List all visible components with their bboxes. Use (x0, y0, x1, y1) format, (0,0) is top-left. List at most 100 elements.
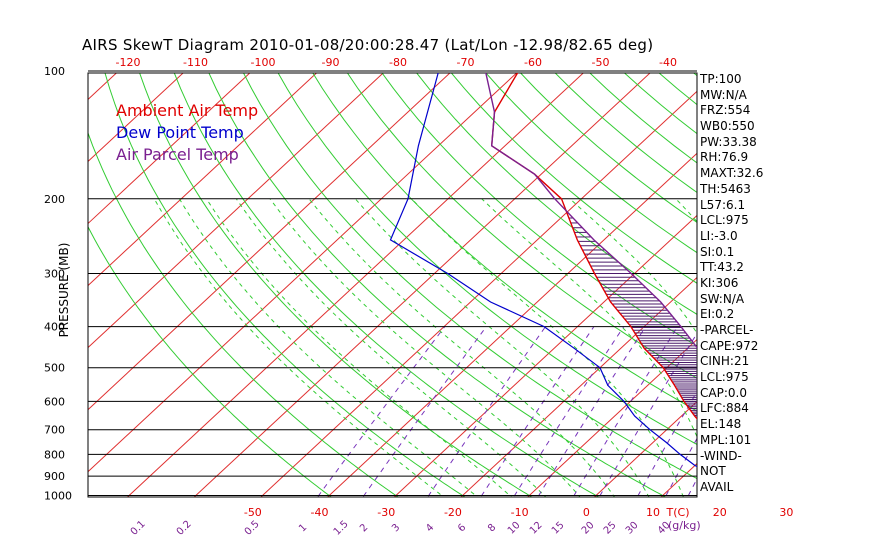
chart-title: AIRS SkewT Diagram 2010-01-08/20:00:28.4… (82, 36, 654, 54)
stat-value: 32.6 (736, 166, 764, 181)
temp-tick-label: 30 (779, 506, 793, 519)
stat-separator: : (721, 213, 726, 228)
stat-key: MPL (700, 432, 725, 447)
temp-tick-label: -10 (511, 506, 529, 519)
stat-separator: : (723, 385, 728, 400)
stat-key: SI (700, 244, 712, 259)
stat-row: EL:148 (700, 417, 763, 433)
dry-adiabat-line (104, 73, 466, 497)
isotherm-line (88, 73, 384, 349)
mixing-ratio-tick-label: 25 (602, 520, 619, 537)
moist-adiabat-line (782, 199, 821, 505)
isotherm-line (460, 276, 697, 497)
top-temp-tick-label: -50 (592, 56, 610, 69)
stat-key: LI (700, 228, 711, 243)
legend-ambient-air-temp: Ambient Air Temp (116, 101, 259, 120)
stat-row: -PARCEL- (700, 323, 763, 339)
stat-value: 306 (715, 275, 739, 290)
isotherm-line (593, 400, 697, 497)
stat-row: WB0:550 (700, 119, 763, 135)
mixing-ratio-tick-label: 0.2 (175, 519, 194, 538)
stat-separator: : (711, 307, 716, 322)
mixing-ratio-tick-label: 6 (456, 522, 468, 534)
dry-adiabat-line (139, 73, 533, 497)
stat-separator: : (729, 354, 734, 369)
mixing-ratio-line (781, 327, 867, 505)
dry-adiabat-line (312, 73, 697, 412)
mixing-ratio-line (664, 437, 697, 497)
dry-adiabat-line (485, 73, 697, 254)
pressure-tick-label: 900 (44, 470, 65, 483)
stat-key: EL (700, 417, 715, 432)
mixing-ratio-tick-label: 12 (528, 520, 545, 537)
stat-key: RH (700, 150, 718, 165)
dry-adiabat-line (277, 73, 697, 445)
air-parcel-temp-line (485, 73, 697, 349)
mixing-ratio-tick-label: 3 (390, 522, 402, 534)
plot-frame (87, 72, 698, 498)
isotherm-line (260, 90, 697, 497)
temp-tick-label: -50 (244, 506, 262, 519)
stat-separator: : (714, 417, 719, 432)
stat-row: LCL:975 (700, 213, 763, 229)
mixing-ratio-line (572, 326, 679, 497)
isotherm-line (88, 73, 318, 287)
stat-row: CAP:0.0 (700, 386, 763, 402)
mixing-ratio-line (537, 326, 647, 497)
top-temp-tick-label: -70 (457, 56, 475, 69)
isotherm-line (393, 214, 697, 497)
mixing-ratio-tick-label: 15 (550, 520, 567, 537)
pressure-tick-label: 700 (44, 424, 65, 437)
mixing-ratio-line (687, 477, 697, 497)
stat-row: MAXT:32.6 (700, 166, 763, 182)
stat-row: TT:43.2 (700, 260, 763, 276)
dry-adiabat-line (450, 73, 697, 284)
mixing-ratio-tick-label: 1.5 (332, 519, 351, 538)
stat-key: NOT (700, 464, 726, 479)
temp-tick-label: 0 (583, 506, 590, 519)
stat-row: TP:100 (700, 72, 763, 88)
y-axis-label: PRESSURE (MB) (57, 242, 71, 338)
grid-group (0, 52, 870, 505)
moist-adiabat-line (308, 198, 616, 497)
mixing-ratio-tick-label: 0.5 (243, 519, 262, 538)
stat-separator: : (727, 119, 732, 134)
stat-separator: : (723, 103, 728, 118)
stat-row: LI:-3.0 (700, 229, 763, 245)
stat-value: 100 (718, 72, 742, 86)
stat-key: AVAIL (700, 479, 734, 494)
mixing-ratio-tick-label: 0.1 (129, 519, 148, 538)
temp-tick-label: -20 (444, 506, 462, 519)
isotherm-line (0, 52, 6, 505)
stat-key: LFC (700, 401, 722, 416)
stat-key: TH (700, 181, 717, 196)
pressure-tick-label: 400 (44, 321, 65, 334)
stat-row: CINH:21 (700, 354, 763, 370)
stats-panel: TP:100 MW:N/A FRZ:554 WB0:550 PW:33.38 RH:76.… (700, 72, 763, 496)
stat-separator: : (721, 87, 726, 102)
stat-row: L57:6.1 (700, 198, 763, 214)
stat-key: MW (700, 87, 722, 102)
stat-value: 33.38 (722, 134, 757, 149)
profiles-group (389, 73, 697, 468)
legend-air-parcel-temp: Air Parcel Temp (116, 145, 239, 164)
stat-row: -WIND- (700, 449, 763, 465)
pressure-tick-label: 300 (44, 268, 65, 281)
stat-row: SW:N/A (700, 292, 763, 308)
stat-row: LFC:884 (700, 401, 763, 417)
stat-value: 148 (718, 417, 742, 432)
moist-adiabat-line (569, 198, 697, 335)
stat-separator: : (710, 228, 715, 243)
stat-row: FRZ:554 (700, 103, 763, 119)
dry-adiabat-line (769, 52, 870, 505)
stat-key: LCL (700, 370, 722, 385)
stat-key: CINH (700, 354, 730, 369)
stat-value: 6.1 (726, 197, 746, 212)
stat-separator: : (711, 275, 716, 290)
dry-adiabat-line (803, 52, 870, 505)
isotherm-line (88, 73, 518, 473)
stat-value: 5463 (720, 181, 751, 196)
stat-row: LCL:975 (700, 370, 763, 386)
temp-tick-label: 10 (646, 506, 660, 519)
stat-key: FRZ (700, 103, 724, 118)
